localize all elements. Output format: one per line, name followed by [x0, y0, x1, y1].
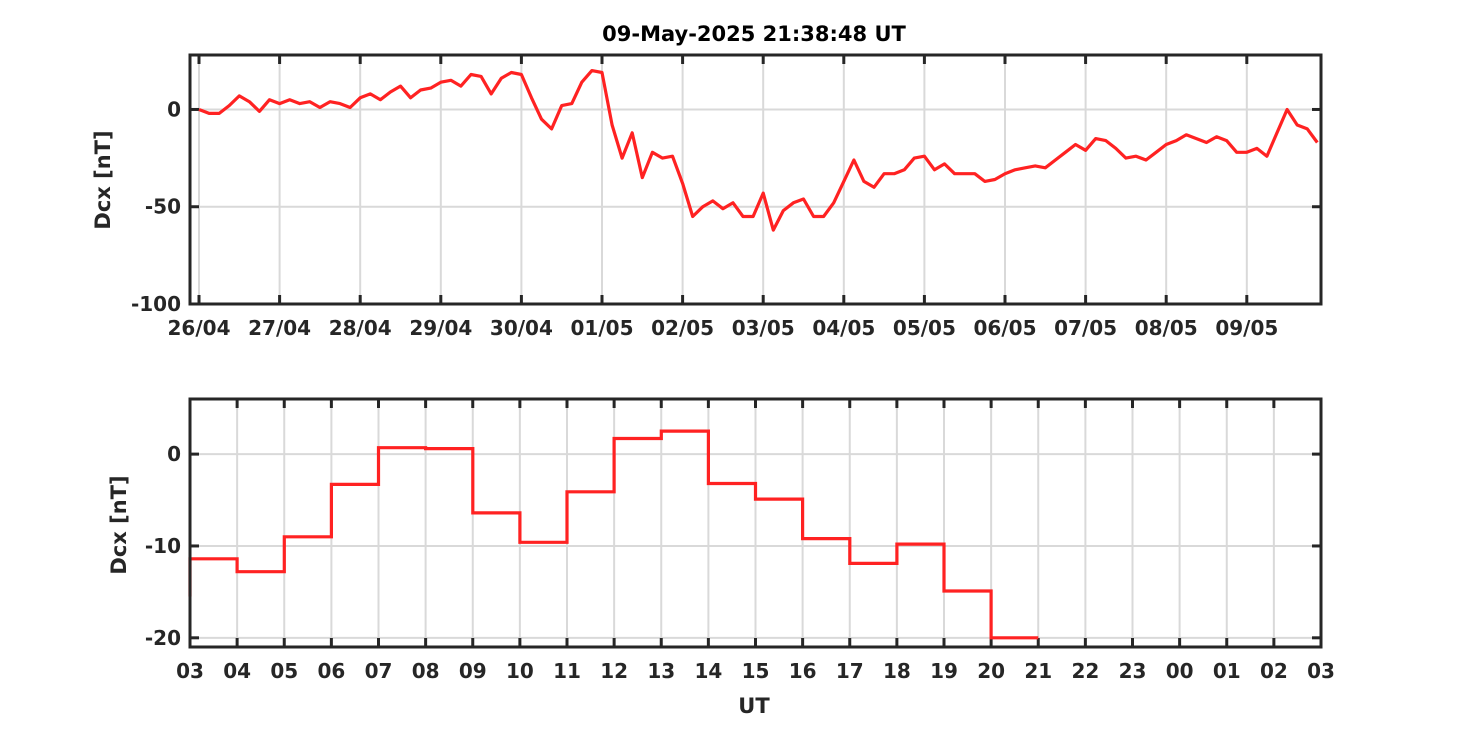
bottom-x-tick-label: 07	[365, 659, 393, 683]
bottom-x-tick-label: 08	[412, 659, 440, 683]
top-x-tick-label: 29/04	[409, 316, 472, 340]
top-x-tick-label: 02/05	[651, 316, 714, 340]
bottom-y-tick-label: 0	[167, 442, 181, 466]
bottom-x-tick-label: 06	[317, 659, 345, 683]
top-x-tick-label: 03/05	[732, 316, 795, 340]
bottom-x-tick-label: 13	[647, 659, 675, 683]
top-x-tick-label: 08/05	[1135, 316, 1198, 340]
top-x-tick-label: 09/05	[1215, 316, 1278, 340]
dcx-daily-panel: 03 04 05 06 07 08 09 10 11 12 13 14 15 16 17 18 19 20 21 22…	[107, 397, 1335, 718]
bottom-x-tick-label: 09	[459, 659, 487, 683]
bottom-x-tick-label: 18	[883, 659, 911, 683]
bottom-x-tick-label: 03	[176, 659, 204, 683]
bottom-x-tick-label: 01	[1213, 659, 1241, 683]
bottom-x-tick-label: 11	[553, 659, 581, 683]
bottom-x-tick-label: 15	[742, 659, 770, 683]
bottom-x-tick-label: 16	[789, 659, 817, 683]
bottom-dcx-step-line	[188, 429, 1039, 640]
top-dcx-series	[198, 68, 1319, 232]
bottom-y-axis-label: Dcx [nT]	[107, 475, 131, 574]
bottom-y-tick-label: -10	[145, 534, 181, 558]
bottom-x-tick-label: 02	[1260, 659, 1288, 683]
bottom-x-tick-label: 03	[1307, 659, 1335, 683]
bottom-x-tick-label: 21	[1024, 659, 1052, 683]
bottom-x-tick-label: 14	[694, 659, 722, 683]
top-y-tick-label: -50	[145, 195, 181, 219]
bottom-x-tick-labels: 03 04 05 06 07 08 09 10 11 12 13 14 15 16 17 18 19 20 21 22…	[176, 659, 1335, 683]
top-axis-ticks	[190, 55, 1321, 306]
top-x-tick-label: 01/05	[571, 316, 634, 340]
bottom-dcx-series	[188, 429, 1039, 640]
top-gridlines	[190, 55, 1321, 304]
top-x-tick-label: 07/05	[1054, 316, 1117, 340]
bottom-y-tick-labels: 0 -10 -20	[145, 442, 181, 650]
top-y-tick-label: -100	[131, 292, 181, 316]
bottom-x-tick-label: 20	[977, 659, 1005, 683]
top-plot-frame	[188, 53, 1323, 306]
top-x-tick-label: 30/04	[490, 316, 553, 340]
bottom-x-tick-label: 00	[1166, 659, 1194, 683]
bottom-x-tick-label: 22	[1071, 659, 1099, 683]
top-y-axis-label: Dcx [nT]	[91, 130, 115, 229]
top-x-tick-labels: 26/04 27/04 28/04 29/04 30/04 01/05 02/05 03/05…	[168, 316, 1279, 340]
bottom-gridlines	[189, 399, 1322, 647]
bottom-y-tick-label: -20	[145, 626, 181, 650]
figure-title: 09-May-2025 21:38:48 UT	[602, 22, 906, 46]
bottom-x-tick-label: 05	[270, 659, 298, 683]
bottom-x-tick-label: 12	[600, 659, 628, 683]
top-y-tick-label: 0	[167, 97, 181, 121]
bottom-x-tick-label: 10	[506, 659, 534, 683]
top-dcx-line	[198, 68, 1319, 232]
top-y-tick-labels: 0 -50 -100	[131, 97, 181, 316]
top-x-tick-label: 28/04	[329, 316, 392, 340]
dcx-two-week-panel: 26/04 27/04 28/04 29/04 30/04 01/05 02/05 03/05…	[91, 53, 1323, 340]
top-x-tick-label: 27/04	[248, 316, 311, 340]
bottom-plot-frame	[188, 397, 1323, 649]
top-x-tick-label: 04/05	[812, 316, 875, 340]
top-x-tick-label: 26/04	[168, 316, 231, 340]
bottom-x-tick-label: 04	[223, 659, 251, 683]
bottom-x-axis-label: UT	[738, 694, 770, 718]
bottom-x-tick-label: 23	[1119, 659, 1147, 683]
bottom-x-tick-label: 19	[930, 659, 958, 683]
top-x-tick-label: 06/05	[974, 316, 1037, 340]
bottom-x-tick-label: 17	[836, 659, 864, 683]
top-x-tick-label: 05/05	[893, 316, 956, 340]
